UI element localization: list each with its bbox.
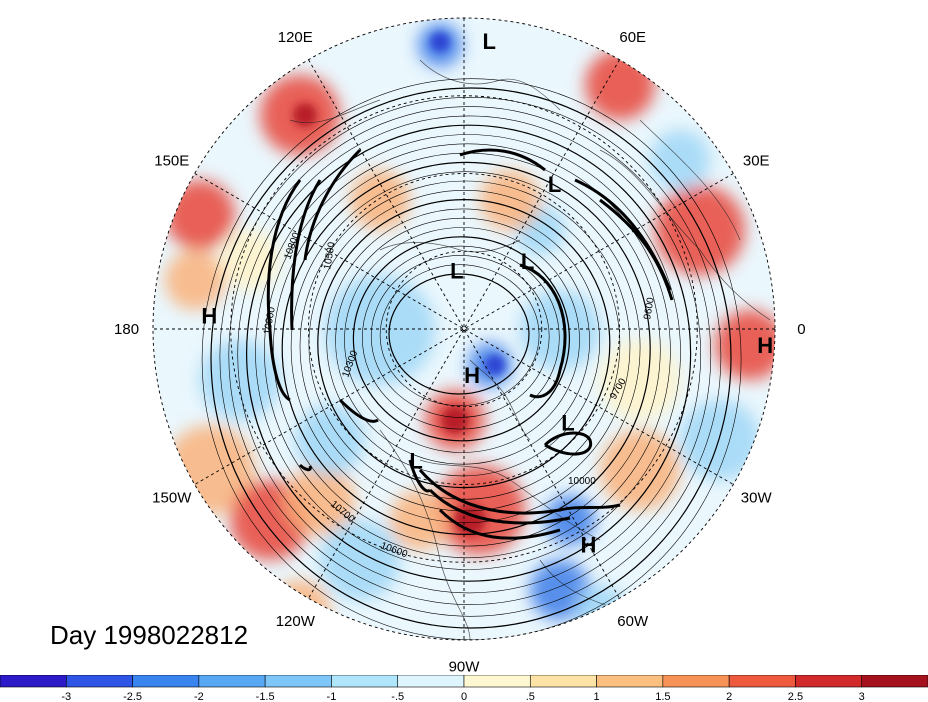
colorbar-segment — [728, 675, 796, 688]
colorbar-segment — [264, 675, 332, 688]
colorbar-segment — [331, 675, 399, 688]
low-pressure-label: L — [409, 449, 422, 474]
colorbar-tick-label: 1 — [594, 691, 600, 702]
longitude-label: 30E — [743, 152, 770, 169]
colorbar-tick-label: -.5 — [391, 691, 404, 702]
colorbar-tick-label: -1.5 — [256, 691, 275, 702]
high-pressure-label: H — [464, 363, 480, 388]
colorbar-segment — [132, 675, 200, 688]
colorbar-tick-label: 2.5 — [788, 691, 803, 702]
high-pressure-label: H — [757, 333, 773, 358]
low-pressure-label: L — [450, 258, 463, 283]
colorbar-tick-label: 3 — [859, 691, 865, 702]
low-pressure-label: L — [482, 29, 495, 54]
jet-stream-contours — [266, 148, 674, 540]
colorbar-segment — [397, 675, 465, 688]
contour-label: 10000 — [568, 476, 596, 487]
longitude-labels: 90E 60E 30E 0 30W 60W 90W 120W 150W 180 150E 120E — [114, 0, 806, 675]
low-pressure-label: L — [561, 411, 574, 436]
contour-label: 9600 — [642, 296, 657, 320]
longitude-label: 90W — [449, 658, 481, 675]
colorbar-segment — [463, 675, 531, 688]
longitude-label: 30W — [741, 490, 773, 507]
colorbar-tick-label: -3 — [61, 691, 71, 702]
longitude-label: 90E — [451, 0, 478, 1]
longitude-label: 0 — [797, 321, 805, 338]
high-pressure-label: H — [201, 304, 217, 329]
low-pressure-label: L — [548, 172, 561, 197]
colorbar: -3 -2.5 -2 -1.5 -1 -.5 0 .5 1 1.5 2 2.5 3 — [0, 675, 928, 702]
day-label: Day 1998022812 — [50, 620, 249, 650]
longitude-label: 150W — [152, 490, 192, 507]
longitude-label: 120W — [276, 613, 316, 630]
colorbar-segment — [65, 675, 133, 688]
low-pressure-label: L — [521, 249, 534, 274]
colorbar-segment — [662, 675, 730, 688]
longitude-label: 150E — [154, 152, 189, 169]
colorbar-tick-label: -1 — [327, 691, 337, 702]
colorbar-segment — [861, 675, 928, 688]
colorbar-tick-label: 0 — [461, 691, 467, 702]
longitude-label: 180 — [114, 321, 139, 338]
contour-label: 10900 — [262, 306, 278, 336]
polar-stereographic-map: 1090010800107001060010500103001000097009… — [114, 0, 806, 675]
colorbar-tick-label: 1.5 — [655, 691, 670, 702]
colorbar-segment — [0, 675, 67, 688]
colorbar-segment — [198, 675, 266, 688]
colorbar-segment — [529, 675, 597, 688]
high-pressure-label: H — [580, 532, 596, 557]
colorbar-segment — [596, 675, 664, 688]
graticule — [153, 18, 775, 640]
colorbar-segment — [795, 675, 863, 688]
colorbar-tick-label: .5 — [526, 691, 535, 702]
colorbar-tick-label: 2 — [726, 691, 732, 702]
longitude-label: 60E — [619, 29, 646, 46]
contour-label: 10500 — [322, 241, 338, 271]
colorbar-tick-label: -2 — [194, 691, 204, 702]
colorbar-tick-label: -2.5 — [123, 691, 142, 702]
longitude-label: 60W — [617, 613, 649, 630]
pressure-system-labels: L L L L L L H H H H — [201, 29, 773, 558]
height-contours — [201, 78, 742, 640]
map-boundary — [152, 17, 776, 641]
longitude-label: 120E — [278, 29, 313, 46]
